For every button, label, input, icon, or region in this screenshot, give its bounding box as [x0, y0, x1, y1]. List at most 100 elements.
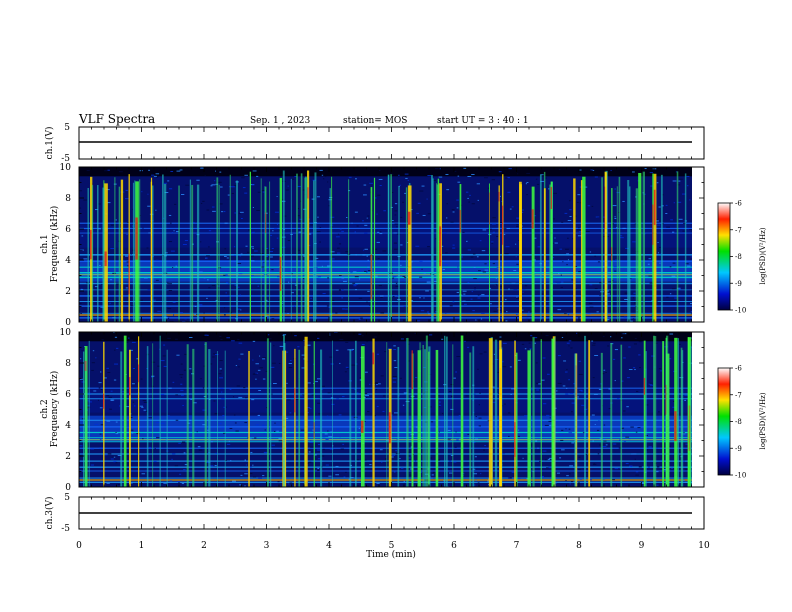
spec-speckle	[517, 478, 521, 480]
spec-speckle	[481, 312, 485, 314]
spec-sferic	[516, 352, 518, 487]
spec-speckle	[508, 435, 510, 437]
spec-speckle	[230, 312, 232, 314]
spec-speckle	[113, 461, 117, 463]
spec-speckle	[252, 206, 254, 208]
spec-speckle	[321, 385, 325, 387]
spec-speckle	[328, 436, 333, 438]
spec-speckle	[395, 282, 398, 284]
spec-speckle	[546, 414, 550, 416]
spec-speckle	[496, 235, 499, 237]
spec-speckle	[414, 460, 417, 462]
colorbar-ch1-ticks: -6-7-8-9-10	[730, 200, 746, 315]
spec-speckle	[613, 266, 617, 268]
spec-speckle	[106, 202, 111, 204]
spec-speckle	[294, 284, 297, 286]
spec-speckle	[435, 238, 437, 240]
spec-speckle	[125, 287, 128, 289]
spec-speckle	[236, 385, 241, 387]
spec-speckle	[552, 257, 555, 259]
spec-speckle	[113, 456, 116, 458]
spec-sferic	[151, 185, 154, 322]
spec-speckle	[534, 342, 537, 344]
spec-speckle	[614, 259, 618, 261]
spec-speckle	[376, 384, 378, 386]
spec-speckle	[521, 343, 525, 345]
spec-speckle	[176, 481, 181, 483]
spec-speckle	[599, 444, 602, 446]
spec-speckle	[658, 206, 661, 208]
spec-speckle	[393, 360, 397, 362]
spec-speckle	[439, 168, 441, 170]
spec-speckle	[561, 221, 564, 223]
spec-speckle	[516, 217, 520, 219]
spec-speckle	[591, 414, 595, 416]
spec-sferic	[306, 177, 308, 322]
spec-speckle	[171, 232, 174, 234]
spec-speckle	[270, 366, 275, 368]
spec-speckle	[460, 204, 463, 206]
spec-speckle	[94, 209, 99, 211]
spec-speckle	[257, 369, 261, 371]
spec-speckle	[306, 407, 311, 409]
spec-speckle	[109, 408, 112, 410]
spec-speckle	[335, 465, 339, 467]
spec-speckle	[281, 302, 284, 304]
spec-speckle	[131, 225, 134, 227]
spec-speckle	[354, 178, 357, 180]
spec-speckle	[147, 205, 151, 207]
spec-speckle	[302, 394, 305, 396]
spec-speckle	[685, 443, 688, 445]
spec-speckle	[438, 431, 440, 433]
spec-speckle	[593, 393, 598, 395]
spec-speckle	[327, 265, 331, 267]
spec-speckle	[339, 275, 342, 277]
spec-speckle	[455, 431, 457, 433]
spec-speckle	[371, 210, 373, 212]
spec-speckle	[221, 211, 224, 213]
spec-speckle	[109, 279, 113, 281]
spec-speckle	[553, 192, 558, 194]
spec-sferic	[360, 346, 365, 487]
spec-speckle	[437, 250, 441, 252]
spec-speckle	[589, 306, 594, 308]
spec-speckle	[487, 480, 490, 482]
spec-sferic	[680, 347, 683, 487]
spec-speckle	[330, 258, 335, 260]
spec-speckle	[273, 345, 275, 347]
spec-speckle	[224, 248, 227, 250]
spec-speckle	[400, 467, 404, 469]
spec-speckle	[596, 429, 600, 431]
spec-speckle	[373, 415, 376, 417]
spec-speckle	[101, 339, 104, 341]
spec-speckle	[214, 413, 219, 415]
colorbar-tick-label: -7	[735, 391, 742, 399]
spec-speckle	[129, 349, 133, 351]
spec-speckle	[188, 415, 193, 417]
spec-speckle	[438, 404, 442, 406]
spec-speckle	[386, 470, 390, 472]
spec-speckle	[430, 421, 434, 423]
spec-speckle	[491, 179, 495, 181]
spec-speckle	[99, 433, 102, 435]
y-tick-label: 8	[65, 359, 71, 369]
spec-speckle	[364, 248, 368, 250]
spec-speckle	[155, 176, 159, 178]
spec-speckle	[467, 197, 469, 199]
spec-sferic	[532, 337, 535, 487]
spec-speckle	[243, 387, 246, 389]
spec-speckle	[361, 335, 364, 337]
spec-speckle	[93, 390, 97, 392]
ch1-waveform-xticks	[78, 127, 705, 159]
spec-speckle	[535, 178, 538, 180]
spec-speckle	[665, 204, 668, 206]
spec-speckle	[187, 419, 191, 421]
spec-speckle	[382, 410, 385, 412]
spec-speckle	[613, 443, 617, 445]
spec-speckle	[488, 484, 490, 486]
spec-speckle	[562, 261, 564, 263]
spec-speckle	[626, 406, 629, 408]
spec-speckle	[132, 401, 135, 403]
spec-speckle	[391, 220, 394, 222]
